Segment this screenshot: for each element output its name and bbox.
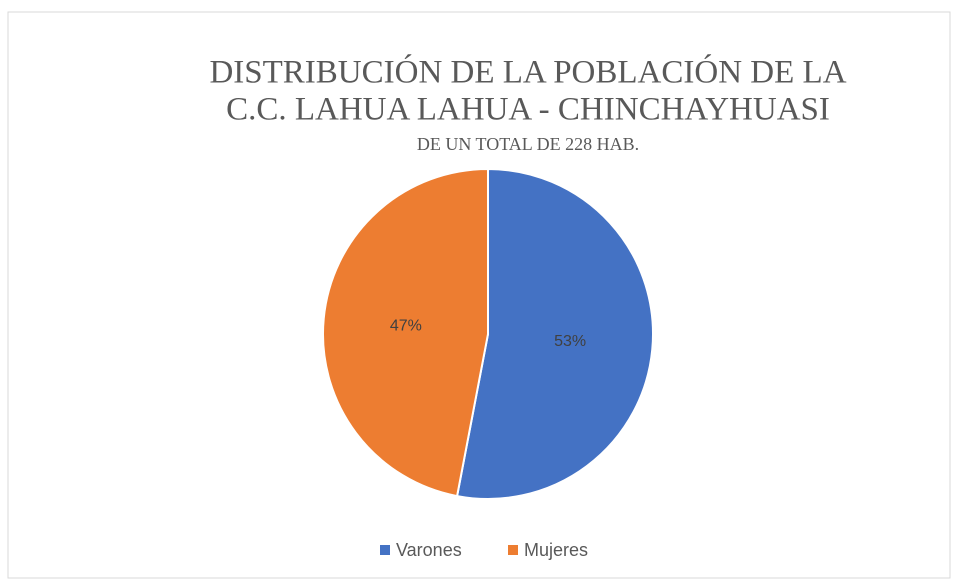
- chart-title: DISTRIBUCIÓN DE LA POBLACIÓN DE LA: [209, 53, 846, 91]
- pie-slice: [455, 167, 654, 500]
- legend-label: Mujeres: [524, 540, 588, 560]
- chart-title: C.C. LAHUA LAHUA - CHINCHAYHUASI: [226, 92, 830, 128]
- legend-swatch: [380, 545, 390, 555]
- data-label: 53%: [554, 333, 586, 350]
- pie-slice: [322, 167, 489, 498]
- legend-label: Varones: [396, 540, 462, 560]
- chart-subtitle: DE UN TOTAL DE 228 HAB.: [417, 134, 639, 154]
- data-label: 47%: [390, 317, 422, 334]
- legend-swatch: [508, 545, 518, 555]
